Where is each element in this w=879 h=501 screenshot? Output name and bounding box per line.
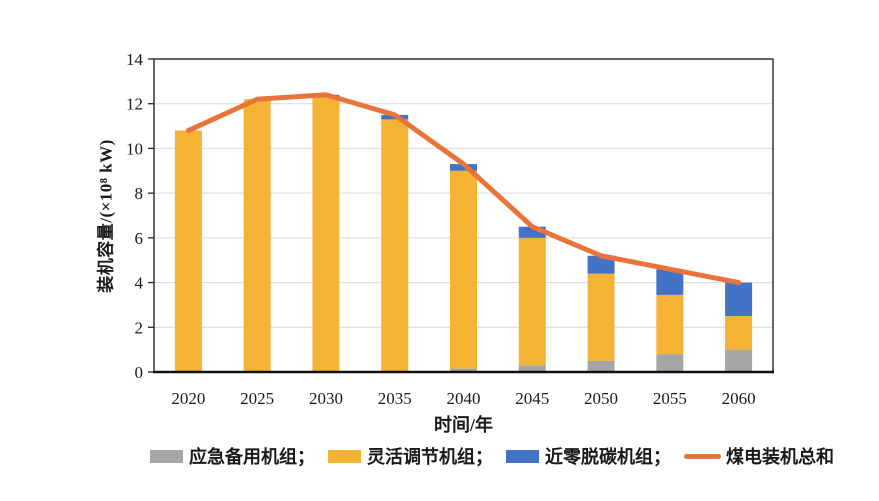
bar-segment-emergency-backup-units <box>518 365 546 372</box>
y-tick-label: 0 <box>135 363 144 382</box>
y-tick-label: 6 <box>135 229 144 248</box>
x-tick-label: 2030 <box>309 389 343 408</box>
y-tick-label: 2 <box>135 318 144 337</box>
x-tick-label: 2025 <box>240 389 274 408</box>
y-tick-label: 4 <box>135 274 144 293</box>
y-axis-title: 装机容量/(×10⁸ kW) <box>96 139 116 293</box>
bar-segment-emergency-backup-units <box>450 368 477 372</box>
bar-segment-flexible-regulation-units <box>174 130 202 372</box>
y-tick-label: 14 <box>126 50 144 69</box>
bar-segment-flexible-regulation-units <box>312 95 340 372</box>
bar-segment-emergency-backup-units <box>656 354 684 372</box>
bar-segment-flexible-regulation-units <box>243 99 271 372</box>
legend-swatch-near-zero-decarbonized <box>506 449 539 463</box>
legend-swatch-emergency-backup <box>150 449 183 463</box>
legend-label-coal-total: 煤电装机总和 <box>726 447 834 467</box>
line-series-coal-power-total <box>185 92 742 286</box>
chart-legend: 应急备用机组； 灵活调节机组； 近零脱碳机组； 煤电装机总和 <box>150 443 834 469</box>
bar-segment-flexible-regulation-units <box>518 237 546 366</box>
bar-segment-flexible-regulation-units <box>587 273 615 361</box>
bar-segment-flexible-regulation-units <box>656 294 684 355</box>
x-tick-label: 2020 <box>171 389 205 408</box>
bar-segment-emergency-backup-units <box>587 360 615 372</box>
bar-segment-near-zero-decarbonized-units <box>518 226 546 238</box>
bar-segment-emergency-backup-units <box>725 349 753 372</box>
x-axis-title: 时间/年 <box>433 415 493 435</box>
bar-segment-near-zero-decarbonized-units <box>587 255 615 274</box>
x-tick-label: 2055 <box>653 389 687 408</box>
legend-swatch-coal-total-line <box>684 453 721 459</box>
legend-item-flexible-regulation: 灵活调节机组； <box>328 443 493 469</box>
y-tick-label: 12 <box>126 95 143 114</box>
legend-swatch-flexible-regulation <box>328 449 361 463</box>
legend-item-coal-total: 煤电装机总和 <box>684 443 834 469</box>
bar-segment-near-zero-decarbonized-units <box>725 282 753 317</box>
legend-label-flexible-regulation: 灵活调节机组； <box>367 447 493 467</box>
bar-segment-flexible-regulation-units <box>725 316 753 350</box>
bar-segment-flexible-regulation-units <box>381 119 409 372</box>
x-tick-label: 2050 <box>584 389 618 408</box>
y-tick-label: 8 <box>135 184 144 203</box>
x-tick-label: 2040 <box>447 389 481 408</box>
bar-segment-flexible-regulation-units <box>450 170 477 369</box>
x-tick-label: 2035 <box>378 389 412 408</box>
x-tick-label: 2045 <box>515 389 549 408</box>
y-tick-label: 10 <box>126 139 143 158</box>
x-tick-label: 2060 <box>722 389 756 408</box>
legend-label-near-zero-decarbonized: 近零脱碳机组； <box>545 447 671 467</box>
legend-item-near-zero-decarbonized: 近零脱碳机组； <box>506 443 671 469</box>
legend-item-emergency-backup: 应急备用机组； <box>150 443 315 469</box>
legend-label-emergency-backup: 应急备用机组； <box>189 447 315 467</box>
